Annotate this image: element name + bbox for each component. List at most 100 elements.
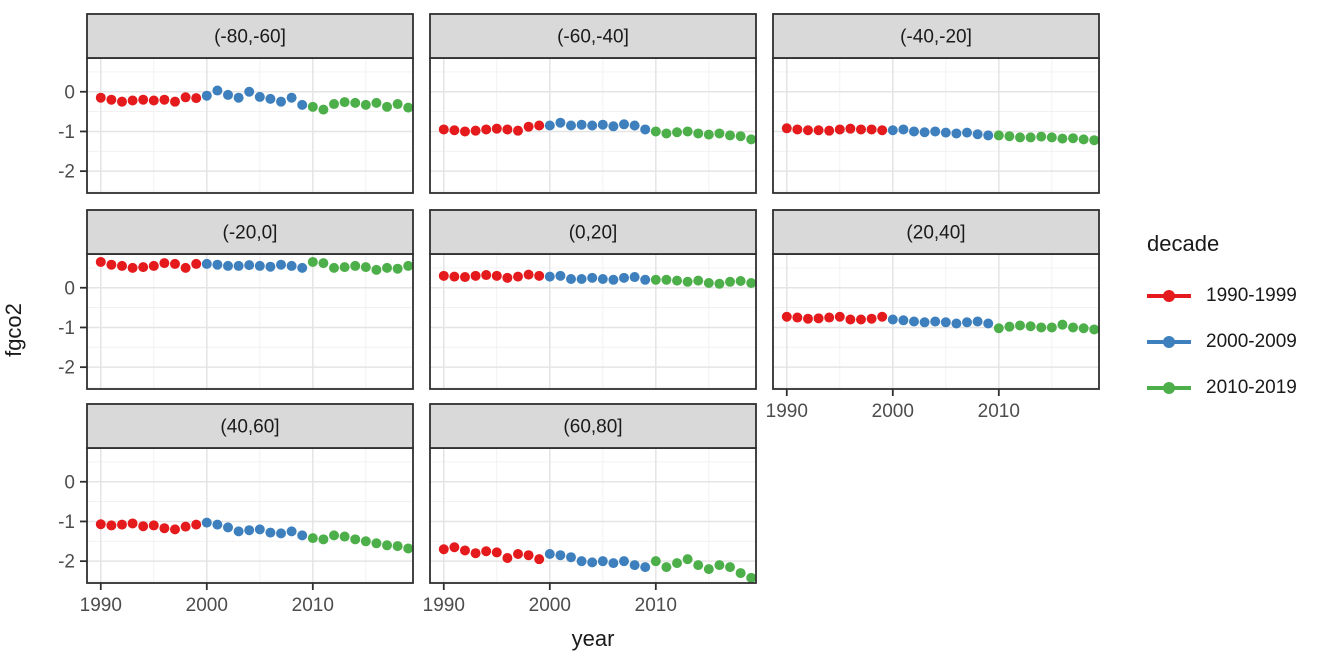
data-point (962, 317, 973, 328)
data-point (1004, 321, 1015, 332)
data-point (523, 121, 534, 132)
data-point (1025, 321, 1036, 332)
data-point (470, 125, 481, 136)
facet-strip (429, 13, 757, 59)
data-point (629, 120, 640, 131)
data-point (244, 525, 255, 536)
data-point (233, 260, 244, 271)
data-point (555, 550, 566, 561)
facet-strip-label: (-20,0] (223, 223, 278, 244)
data-point (703, 564, 714, 575)
data-point (661, 128, 672, 139)
data-point (877, 311, 888, 322)
data-point (983, 318, 994, 329)
data-point (159, 94, 170, 105)
data-point (392, 541, 403, 552)
data-point (254, 260, 265, 271)
data-point (845, 314, 856, 325)
data-point (555, 117, 566, 128)
legend-entry: 2000-2009 (1147, 331, 1297, 353)
facet-strip-label: (-80,-60] (214, 27, 286, 48)
data-point (544, 271, 555, 282)
data-point (714, 128, 725, 139)
data-point (470, 270, 481, 281)
y-axis-title: fgco2 (1, 303, 26, 357)
data-point (534, 120, 545, 131)
data-point (360, 99, 371, 110)
data-point (127, 95, 138, 106)
data-point (233, 92, 244, 103)
data-point (887, 125, 898, 136)
x-tick-label: 2010 (292, 595, 334, 616)
data-point (940, 317, 951, 328)
data-point (244, 86, 255, 97)
facet-panel: (-20,0] 0 -1 -2 (58, 209, 414, 390)
data-point (802, 125, 813, 136)
data-point (360, 262, 371, 273)
facet-strip (86, 13, 414, 59)
data-point (297, 530, 308, 541)
data-point (1036, 131, 1047, 142)
data-point (438, 124, 449, 135)
data-point (587, 557, 598, 568)
data-point (608, 121, 619, 132)
data-point (244, 260, 255, 271)
data-point (180, 92, 191, 103)
data-point (265, 261, 276, 272)
data-point (746, 572, 757, 583)
data-point (449, 542, 460, 553)
data-point (576, 274, 587, 285)
data-point (544, 120, 555, 131)
facet-panel: (40,60] 1990 2000 2010 0 -1 -2 (58, 403, 414, 616)
data-point (792, 124, 803, 135)
data-point (223, 522, 234, 533)
data-point (95, 519, 106, 530)
data-point (1015, 320, 1026, 331)
data-point (95, 92, 106, 103)
legend-entry: 1990-1999 (1147, 285, 1297, 307)
data-point (845, 123, 856, 134)
data-point (909, 316, 920, 327)
data-point (650, 274, 661, 285)
data-point (286, 260, 297, 271)
data-point (909, 126, 920, 137)
data-point (286, 526, 297, 537)
data-point (993, 130, 1004, 141)
data-point (714, 560, 725, 571)
data-point (212, 519, 223, 530)
data-point (350, 97, 361, 108)
x-axis-title: year (571, 626, 615, 651)
facet-panel: (60,80] 1990 2000 2010 (423, 403, 757, 616)
data-point (576, 556, 587, 567)
data-point (693, 560, 704, 571)
data-point (534, 554, 545, 565)
data-point (725, 562, 736, 573)
data-point (735, 131, 746, 142)
data-point (629, 560, 640, 571)
data-point (735, 568, 746, 579)
data-point (703, 277, 714, 288)
data-point (619, 272, 630, 283)
facet-strip-label: (20,40] (906, 223, 965, 244)
x-tick-label: 1990 (766, 401, 808, 422)
data-point (329, 99, 340, 110)
data-point (339, 97, 350, 108)
data-point (169, 524, 180, 535)
data-point (824, 125, 835, 136)
legend-entry-label: 2000-2009 (1206, 331, 1297, 352)
data-point (350, 260, 361, 271)
data-point (159, 258, 170, 269)
data-point (534, 270, 545, 281)
facet-strip (429, 403, 757, 449)
data-point (597, 556, 608, 567)
data-point (138, 521, 149, 532)
data-point (449, 271, 460, 282)
data-point (318, 104, 329, 115)
data-point (392, 99, 403, 110)
data-point (116, 96, 127, 107)
data-point (339, 531, 350, 542)
data-point (297, 262, 308, 273)
data-point (619, 556, 630, 567)
data-point (438, 544, 449, 555)
data-point (972, 129, 983, 140)
